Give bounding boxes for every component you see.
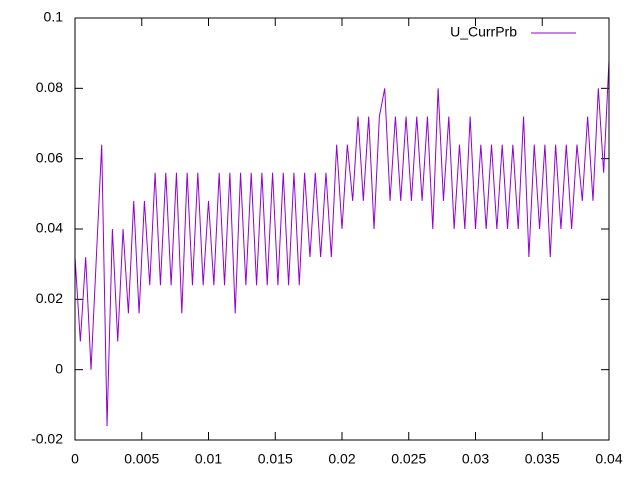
x-tick-label: 0.015: [258, 451, 293, 467]
x-tick-label: 0.03: [462, 451, 489, 467]
x-tick-label: 0.01: [195, 451, 222, 467]
y-tick-label: -0.02: [31, 431, 63, 447]
x-tick-label: 0.025: [391, 451, 426, 467]
data-line: [74, 60, 610, 426]
x-tick-label: 0.005: [124, 451, 159, 467]
y-tick-label: 0.08: [36, 79, 63, 95]
x-tick-label: 0: [71, 451, 79, 467]
x-tick-label: 0.02: [328, 451, 355, 467]
y-tick-label: 0: [55, 360, 63, 376]
x-tick-label: 0.04: [595, 451, 622, 467]
plot-border: [74, 17, 610, 441]
y-tick-label: 0.06: [36, 149, 63, 165]
legend-label: U_CurrPrb: [450, 24, 517, 40]
x-tick-label: 0.035: [525, 451, 560, 467]
y-tick-label: 0.02: [36, 290, 63, 306]
y-tick-label: 0.04: [36, 220, 63, 236]
y-tick-label: 0.1: [44, 9, 64, 25]
